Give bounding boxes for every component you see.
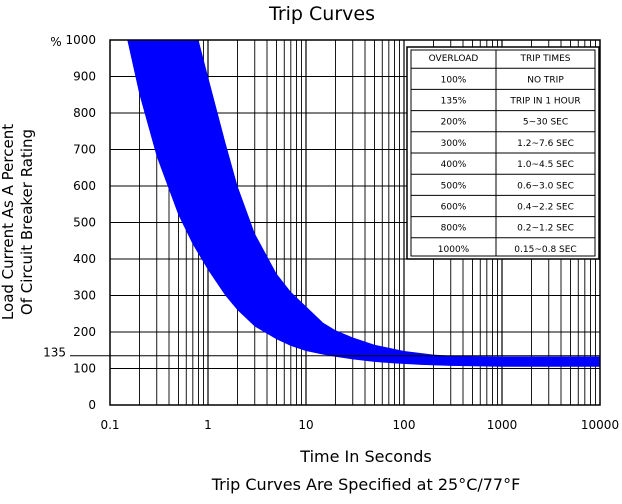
table-cell-overload: 300%	[441, 139, 467, 149]
x-tick-label: 100	[393, 418, 416, 432]
y-tick-label: 700	[73, 143, 96, 157]
table-cell-overload: 1000%	[438, 245, 470, 255]
table-cell-trip-time: NO TRIP	[527, 75, 564, 85]
y-tick-label: 900	[73, 70, 96, 84]
y-tick-label: 100	[73, 362, 96, 376]
y-tick-label: 500	[73, 216, 96, 230]
table-cell-trip-time: 5~30 SEC	[523, 118, 568, 128]
table-cell-overload: 100%	[441, 75, 467, 85]
y-axis-label-line2: Of Circuit Breaker Rating	[18, 129, 36, 315]
trip-band	[127, 40, 601, 367]
table-cell-overload: 200%	[441, 118, 467, 128]
chart-title: Trip Curves	[268, 3, 375, 25]
y-axis-label-line1: Load Current As A Percent	[0, 124, 17, 320]
trip-times-table: OVERLOAD TRIP TIMES 100% NO TRIP 135% TRIP IN…	[406, 46, 600, 260]
table-header-overload: OVERLOAD	[429, 54, 479, 64]
table-cell-trip-time: TRIP IN 1 HOUR	[509, 97, 580, 107]
x-axis-label: Time In Seconds	[299, 447, 431, 466]
table-cell-trip-time: 1.2~7.6 SEC	[517, 139, 574, 149]
table-cell-overload: 135%	[441, 97, 467, 107]
table-cell-trip-time: 1.0~4.5 SEC	[517, 160, 574, 170]
y-tick-label: 300	[73, 289, 96, 303]
reference-line-label: 135	[43, 346, 66, 360]
x-tick-label: 10	[298, 418, 313, 432]
y-tick-label: 600	[73, 179, 96, 193]
x-tick-label: 1	[204, 418, 212, 432]
table-cell-overload: 800%	[441, 224, 467, 234]
table-cell-trip-time: 0.4~2.2 SEC	[517, 203, 574, 213]
table-cell-trip-time: 0.2~1.2 SEC	[517, 224, 574, 234]
table-cell-overload: 600%	[441, 203, 467, 213]
y-tick-label: 0	[88, 398, 96, 412]
footnote: Trip Curves Are Specified at 25°C/77°F	[211, 475, 521, 494]
y-unit-label: %	[50, 35, 61, 49]
x-tick-label: 10000	[581, 418, 619, 432]
plot-frame	[109, 39, 601, 406]
table-cell-trip-time: 0.15~0.8 SEC	[514, 245, 576, 255]
x-tick-label: 0.1	[100, 418, 119, 432]
table-header-trip-times: TRIP TIMES	[519, 54, 570, 64]
y-tick-label: 400	[73, 252, 96, 266]
y-tick-labels: 0 100 200 300 400 500 600 700 800 900 1000	[65, 33, 96, 412]
x-tick-label: 1000	[487, 418, 518, 432]
x-tick-labels: 0.1 1 10 100 1000 10000	[100, 418, 619, 432]
y-tick-label: 200	[73, 325, 96, 339]
table-cell-overload: 500%	[441, 181, 467, 191]
table-cell-overload: 400%	[441, 160, 467, 170]
y-tick-label: 800	[73, 106, 96, 120]
table-cell-trip-time: 0.6~3.0 SEC	[517, 181, 574, 191]
y-tick-label: 1000	[65, 33, 96, 47]
